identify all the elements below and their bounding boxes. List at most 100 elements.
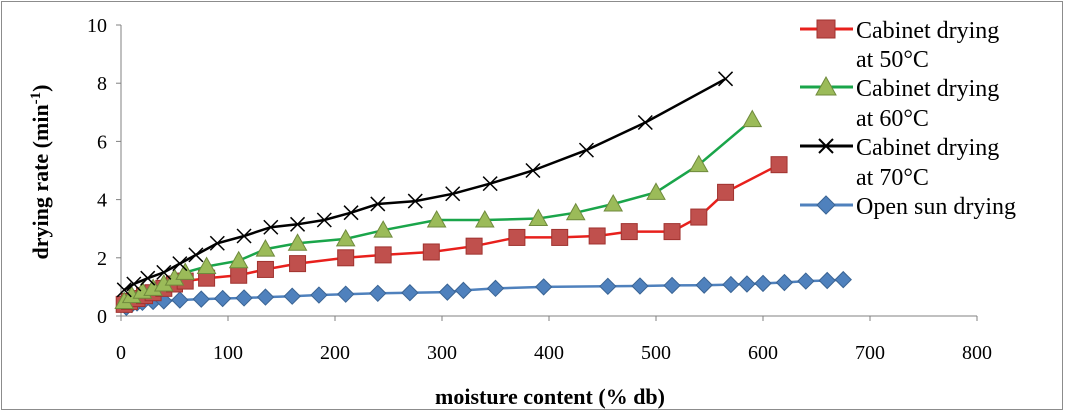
data-point — [445, 186, 461, 202]
y-tick-label: 0 — [97, 306, 107, 328]
series-layer — [114, 71, 852, 316]
y-axis-title: drying rate (min-1) — [28, 84, 53, 259]
data-point — [534, 278, 553, 296]
data-point — [310, 286, 328, 304]
data-point — [263, 219, 279, 235]
series-line — [123, 77, 727, 291]
data-point — [663, 276, 681, 295]
data-point — [290, 216, 306, 232]
x-tick-label: 100 — [213, 342, 243, 364]
data-point — [287, 233, 308, 251]
legend-label-50c-line2: at 50°C — [856, 47, 929, 73]
x-tick-label: 200 — [320, 342, 350, 364]
data-point — [335, 228, 356, 247]
data-point — [588, 227, 606, 245]
data-point — [717, 183, 735, 201]
legend-marker-open-sun — [816, 195, 836, 215]
y-tick-label: 8 — [97, 73, 107, 95]
x-tick-label: 600 — [748, 342, 778, 364]
data-point — [140, 270, 156, 286]
data-point — [213, 289, 232, 308]
x-tick-label: 500 — [641, 342, 671, 364]
data-point — [316, 212, 332, 228]
y-axis-title-main: drying rate (min — [28, 104, 53, 259]
data-point — [797, 272, 815, 290]
legend-marker-60c — [815, 75, 837, 96]
data-point — [738, 275, 756, 293]
data-point — [171, 291, 189, 309]
data-point — [369, 284, 387, 303]
legend-marker-70c — [818, 138, 834, 154]
data-point — [116, 282, 132, 298]
data-point — [551, 228, 569, 246]
series-diamond — [117, 270, 852, 316]
data-point — [401, 284, 419, 302]
data-point — [631, 277, 649, 295]
data-point — [663, 223, 681, 241]
data-point — [718, 71, 734, 87]
y-axis-title-sup: -1 — [28, 92, 44, 105]
y-axis-title-close: ) — [28, 84, 53, 91]
data-point — [426, 209, 447, 228]
data-point — [646, 182, 666, 200]
x-tick-label: 700 — [855, 342, 885, 364]
legend-label-60c-line2: at 60°C — [856, 106, 929, 132]
data-point — [770, 156, 788, 174]
data-point — [373, 220, 394, 238]
data-point — [256, 260, 274, 278]
data-point — [834, 270, 852, 289]
data-point — [578, 142, 594, 158]
data-point — [599, 277, 617, 296]
data-point — [336, 285, 355, 303]
y-tick-label: 4 — [97, 190, 107, 212]
data-point — [175, 262, 196, 280]
data-point — [454, 281, 473, 300]
data-point — [337, 249, 355, 267]
data-point — [256, 288, 275, 306]
data-point — [603, 193, 624, 212]
data-point — [283, 287, 301, 305]
data-point — [482, 176, 498, 192]
series-line — [123, 118, 754, 303]
data-point — [230, 266, 248, 284]
ticks-layer: 0 100 200 300 400 500 600 700 800 0 2 4 6 8 10 — [87, 15, 992, 364]
data-point — [818, 271, 836, 290]
legend-item-70c: Cabinet drying at 70°C — [800, 135, 999, 191]
y-tick-label: 2 — [97, 248, 107, 270]
legend-label-70c-line2: at 70°C — [856, 165, 929, 191]
data-point — [374, 246, 392, 264]
data-point — [156, 264, 172, 280]
x-tick-label: 0 — [116, 342, 126, 364]
x-tick-label: 800 — [962, 342, 992, 364]
series-cross — [116, 71, 734, 298]
data-point — [422, 243, 440, 261]
legend-label-60c-line1: Cabinet drying — [856, 76, 999, 102]
data-point — [188, 247, 204, 263]
data-point — [637, 114, 653, 131]
data-point — [126, 276, 142, 292]
data-point — [370, 196, 386, 212]
data-point — [754, 274, 772, 293]
data-point — [255, 239, 276, 257]
data-point — [695, 276, 713, 294]
data-point — [228, 250, 249, 269]
data-point — [528, 208, 549, 227]
legend-label-70c-line1: Cabinet drying — [856, 135, 999, 161]
legend-label-open-sun: Open sun drying — [856, 194, 1016, 220]
data-point — [486, 279, 505, 298]
legend-marker-50c — [816, 19, 836, 39]
data-point — [172, 256, 188, 272]
data-point — [775, 273, 794, 292]
x-tick-label: 400 — [534, 342, 564, 364]
data-point — [407, 193, 423, 209]
y-tick-label: 10 — [87, 15, 107, 37]
data-point — [236, 228, 252, 244]
legend-item-60c: Cabinet drying at 60°C — [800, 75, 999, 132]
data-point — [722, 275, 740, 294]
legend-item-50c: Cabinet drying at 50°C — [800, 18, 999, 73]
data-point — [235, 289, 253, 307]
data-point — [192, 290, 210, 308]
data-point — [289, 255, 307, 273]
